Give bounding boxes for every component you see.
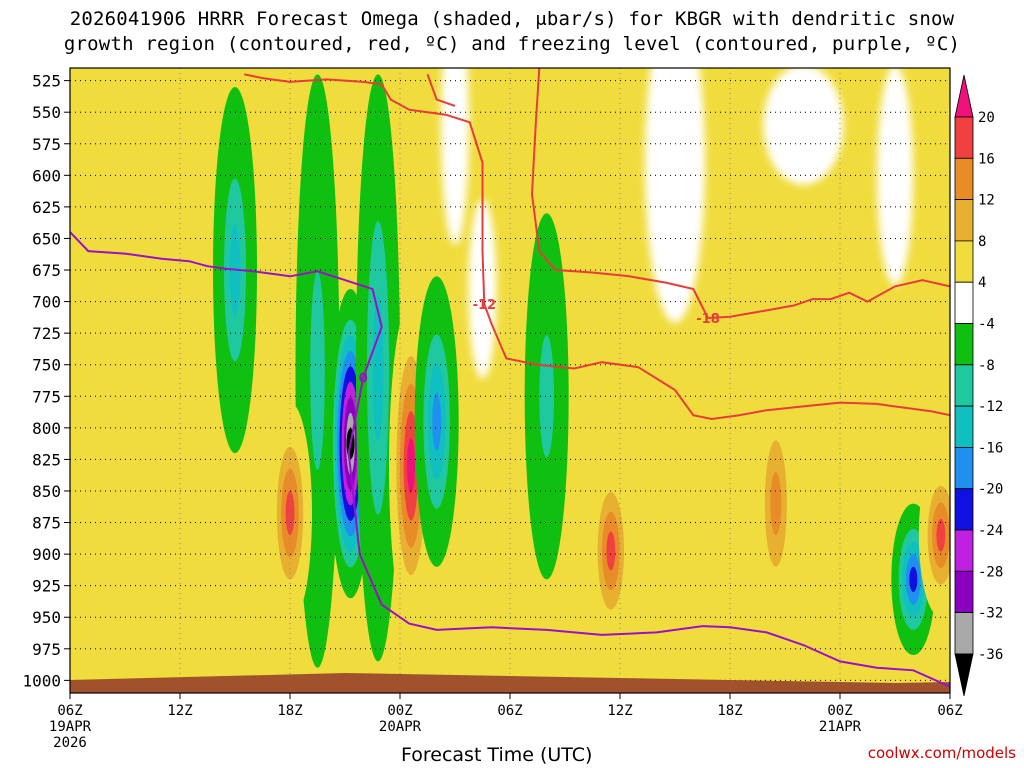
- x-tick-label: 00Z: [827, 703, 852, 719]
- colorbar-label: -4: [978, 317, 995, 333]
- contour-line: [426, 73, 456, 107]
- colorbar-swatch: [954, 199, 974, 242]
- colorbar-swatch: [954, 446, 974, 490]
- colorbar: 20 16 12 8 4 -4 -8 -12 -16 -20 -24 -28 -32 -36: [954, 74, 1003, 696]
- colorbar-label: -28: [978, 564, 1003, 580]
- colorbar-label: -8: [978, 358, 995, 374]
- y-tick-label: 850: [32, 482, 61, 501]
- omega-shell: [909, 566, 918, 592]
- omega-shell: [310, 272, 325, 470]
- y-tick-label: 600: [32, 166, 61, 185]
- colorbar-label: 4: [978, 275, 986, 291]
- colorbar-swatch: [954, 529, 974, 572]
- y-tick-label: 725: [32, 324, 61, 343]
- y-tick-label: 700: [32, 293, 61, 312]
- contour-line: [530, 68, 950, 320]
- colorbar-label: 20: [978, 110, 995, 126]
- y-tick-label: 975: [32, 640, 61, 659]
- omega-shell: [606, 531, 616, 571]
- colorbar-label: 8: [978, 234, 986, 250]
- contour-line: [243, 73, 950, 421]
- calm-zone: [877, 68, 913, 286]
- y-tick-label: 950: [32, 608, 61, 627]
- y-tick-label: 550: [32, 103, 61, 122]
- terrain: [70, 673, 950, 693]
- y-axis-ticks: 525 550 575 600 625 650 675 700 725 750 775 800 825 8…: [22, 72, 70, 690]
- omega-shell: [372, 294, 384, 442]
- contour-label: 0: [359, 371, 368, 386]
- colorbar-label: -16: [978, 440, 1003, 456]
- x-tick-label: 12Z: [167, 703, 192, 719]
- y-tick-label: 925: [32, 577, 61, 596]
- x-tick-year: 2026: [53, 735, 87, 751]
- x-tick-date: 19APR: [49, 719, 92, 735]
- colorbar-label: -24: [978, 523, 1003, 539]
- contour-label: -18: [696, 312, 720, 327]
- credit-link[interactable]: coolwx.com/models: [867, 744, 1016, 762]
- x-tick-date: 20APR: [379, 719, 422, 735]
- omega-shell: [936, 518, 946, 552]
- colorbar-cap-top: [954, 74, 974, 118]
- x-tick-date: 21APR: [819, 719, 862, 735]
- y-tick-label: 875: [32, 514, 61, 533]
- colorbar-label: -20: [978, 482, 1003, 498]
- colorbar-swatch: [954, 116, 974, 159]
- colorbar-label: -32: [978, 606, 1003, 622]
- calm-zone: [441, 68, 469, 245]
- y-tick-label: 800: [32, 419, 61, 438]
- chart-title-line-2: growth region (contoured, red, ºC) and f…: [63, 33, 961, 55]
- x-tick-label: 12Z: [607, 703, 632, 719]
- x-tick-label: 00Z: [387, 703, 412, 719]
- y-tick-label: 750: [32, 356, 61, 375]
- x-tick-label: 06Z: [497, 703, 522, 719]
- contour-label: -12: [473, 298, 497, 313]
- chart-title-line-1: 2026041906 HRRR Forecast Omega (shaded, …: [69, 8, 955, 30]
- colorbar-swatch: [954, 323, 974, 366]
- colorbar-swatch: [954, 364, 974, 407]
- colorbar-swatch: [954, 570, 974, 613]
- y-tick-label: 650: [32, 229, 61, 248]
- colorbar-swatch: [954, 157, 974, 201]
- y-tick-label: 1000: [22, 671, 61, 690]
- calm-zone: [645, 68, 705, 323]
- omega-shell: [770, 472, 782, 536]
- colorbar-cap-bottom: [954, 653, 974, 696]
- contour-lines: 0 -12 -18: [70, 68, 950, 688]
- y-tick-label: 900: [32, 545, 61, 564]
- omega-shell: [539, 335, 555, 458]
- x-tick-label: 18Z: [717, 703, 742, 719]
- omega-shading: [213, 68, 950, 668]
- colorbar-label: -12: [978, 399, 1003, 415]
- omega-shell: [432, 392, 442, 451]
- colorbar-label: -36: [978, 647, 1003, 663]
- y-tick-label: 525: [32, 72, 61, 91]
- y-tick-label: 625: [32, 198, 61, 217]
- colorbar-label: 12: [978, 193, 995, 209]
- y-tick-label: 825: [32, 450, 61, 469]
- colorbar-swatch: [954, 240, 974, 283]
- x-axis-title: Forecast Time (UTC): [401, 744, 593, 766]
- colorbar-swatch: [954, 488, 974, 531]
- y-tick-label: 575: [32, 135, 61, 154]
- x-tick-label: 06Z: [937, 703, 962, 719]
- colorbar-swatch: [954, 612, 974, 655]
- x-tick-label: 06Z: [57, 703, 82, 719]
- colorbar-swatch: [954, 281, 974, 324]
- calm-zone: [468, 198, 497, 379]
- omega-shell: [407, 438, 415, 494]
- x-tick-label: 18Z: [277, 703, 302, 719]
- y-tick-label: 775: [32, 387, 61, 406]
- colorbar-swatch: [954, 405, 974, 448]
- colorbar-label: 16: [978, 151, 995, 167]
- calm-zone: [763, 68, 844, 185]
- terrain-band: [70, 673, 950, 693]
- contour-line: [70, 231, 950, 688]
- y-tick-label: 675: [32, 261, 61, 280]
